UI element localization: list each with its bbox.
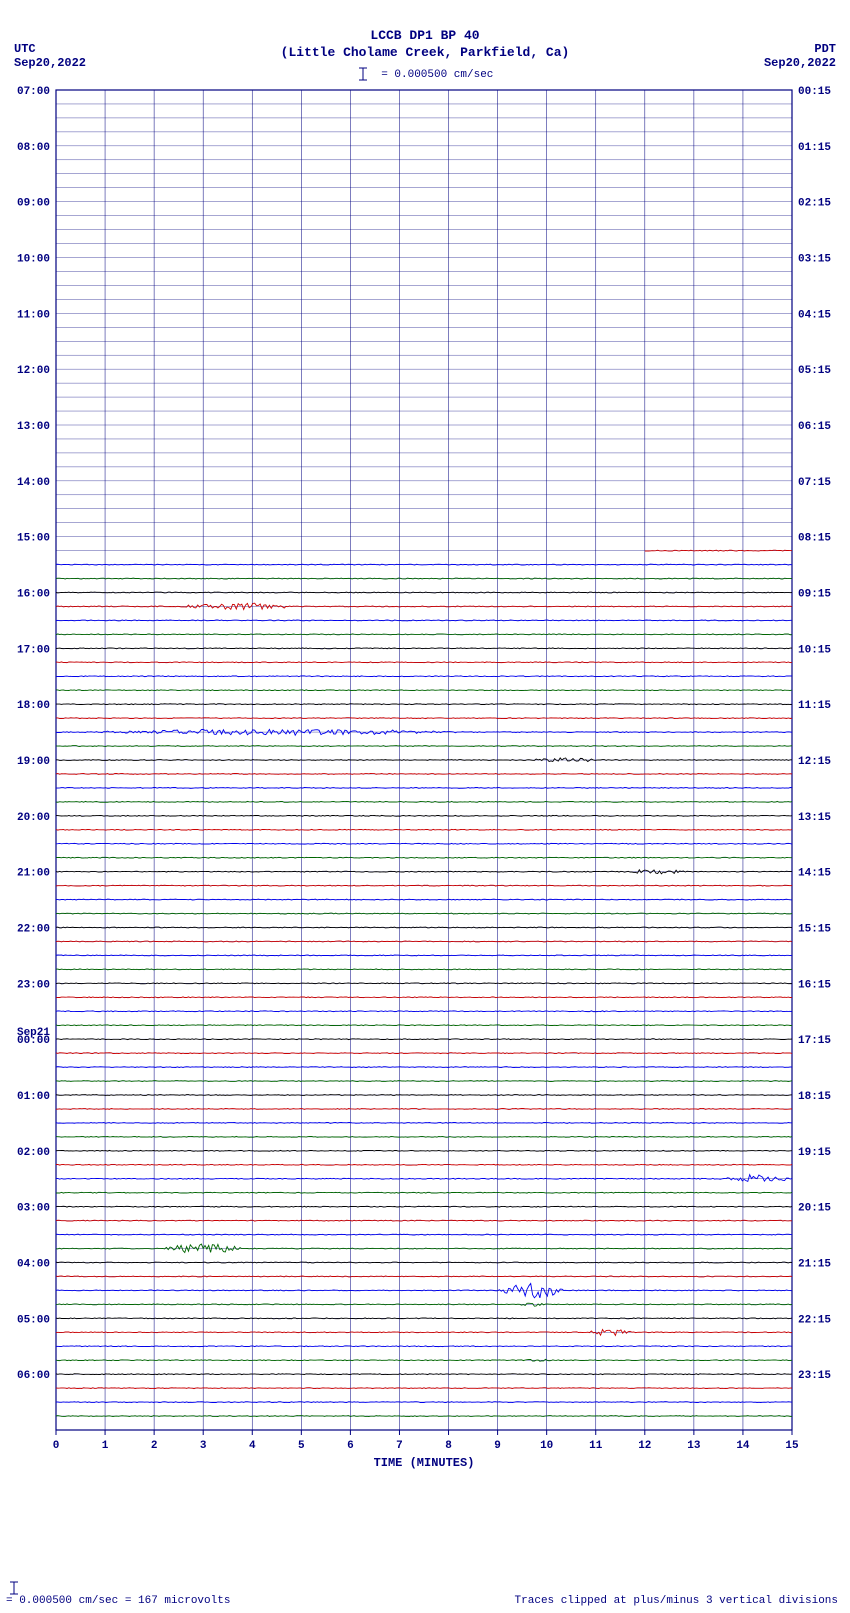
svg-text:05:00: 05:00 — [17, 1314, 50, 1326]
svg-text:22:00: 22:00 — [17, 924, 50, 936]
svg-text:11:00: 11:00 — [17, 309, 50, 321]
svg-text:16:00: 16:00 — [17, 589, 50, 601]
svg-text:18:00: 18:00 — [17, 700, 50, 712]
svg-text:19:15: 19:15 — [798, 1147, 831, 1159]
scale-bar-icon — [357, 66, 369, 82]
svg-text:TIME (MINUTES): TIME (MINUTES) — [374, 1456, 475, 1470]
svg-text:09:15: 09:15 — [798, 589, 831, 601]
svg-text:04:00: 04:00 — [17, 1259, 50, 1271]
chart-header: LCCB DP1 BP 40 (Little Cholame Creek, Pa… — [0, 0, 850, 62]
svg-text:10:00: 10:00 — [17, 254, 50, 266]
seismogram-container: LCCB DP1 BP 40 (Little Cholame Creek, Pa… — [0, 0, 850, 1613]
svg-text:01:15: 01:15 — [798, 142, 831, 154]
svg-text:14: 14 — [736, 1440, 750, 1452]
svg-text:6: 6 — [347, 1440, 354, 1452]
svg-text:10:15: 10:15 — [798, 644, 831, 656]
svg-text:02:00: 02:00 — [17, 1147, 50, 1159]
svg-text:08:00: 08:00 — [17, 142, 50, 154]
svg-text:13:15: 13:15 — [798, 812, 831, 824]
svg-text:14:00: 14:00 — [17, 477, 50, 489]
svg-text:10: 10 — [540, 1440, 553, 1452]
svg-text:07:15: 07:15 — [798, 477, 831, 489]
svg-text:08:15: 08:15 — [798, 533, 831, 545]
svg-text:03:15: 03:15 — [798, 254, 831, 266]
svg-text:8: 8 — [445, 1440, 452, 1452]
svg-text:12:15: 12:15 — [798, 756, 831, 768]
title-line-2: (Little Cholame Creek, Parkfield, Ca) — [0, 45, 850, 62]
svg-text:02:15: 02:15 — [798, 198, 831, 210]
svg-text:04:15: 04:15 — [798, 309, 831, 321]
svg-text:22:15: 22:15 — [798, 1314, 831, 1326]
svg-text:11: 11 — [589, 1440, 603, 1452]
footer-right-text: Traces clipped at plus/minus 3 vertical … — [515, 1595, 838, 1607]
svg-text:13: 13 — [687, 1440, 701, 1452]
svg-text:4: 4 — [249, 1440, 256, 1452]
svg-text:12: 12 — [638, 1440, 651, 1452]
svg-text:09:00: 09:00 — [17, 198, 50, 210]
svg-text:21:00: 21:00 — [17, 868, 50, 880]
scale-bar-label: = 0.000500 cm/sec — [381, 69, 493, 81]
svg-text:06:15: 06:15 — [798, 421, 831, 433]
svg-text:01:00: 01:00 — [17, 1091, 50, 1103]
svg-text:9: 9 — [494, 1440, 501, 1452]
svg-text:21:15: 21:15 — [798, 1259, 831, 1271]
svg-text:11:15: 11:15 — [798, 700, 831, 712]
tz-right-label: PDT — [814, 42, 836, 56]
svg-text:19:00: 19:00 — [17, 756, 50, 768]
footer-left: = 0.000500 cm/sec = 167 microvolts — [6, 1581, 230, 1607]
title-line-1: LCCB DP1 BP 40 — [0, 28, 850, 45]
svg-text:0: 0 — [53, 1440, 60, 1452]
svg-text:7: 7 — [396, 1440, 403, 1452]
svg-text:17:00: 17:00 — [17, 644, 50, 656]
svg-text:20:00: 20:00 — [17, 812, 50, 824]
svg-text:07:00: 07:00 — [17, 86, 50, 98]
seismogram-plot: 0123456789101112131415TIME (MINUTES)07:0… — [56, 90, 792, 1430]
svg-text:00:15: 00:15 — [798, 86, 831, 98]
tz-left-label: UTC — [14, 42, 36, 56]
svg-text:13:00: 13:00 — [17, 421, 50, 433]
svg-text:23:15: 23:15 — [798, 1370, 831, 1382]
svg-text:17:15: 17:15 — [798, 1035, 831, 1047]
svg-text:05:15: 05:15 — [798, 365, 831, 377]
svg-text:03:00: 03:00 — [17, 1203, 50, 1215]
scale-note: = 0.000500 cm/sec — [0, 66, 850, 82]
svg-text:5: 5 — [298, 1440, 305, 1452]
svg-text:16:15: 16:15 — [798, 979, 831, 991]
svg-text:15:15: 15:15 — [798, 924, 831, 936]
svg-text:14:15: 14:15 — [798, 868, 831, 880]
svg-text:23:00: 23:00 — [17, 979, 50, 991]
footer-left-text: = 0.000500 cm/sec = 167 microvolts — [6, 1595, 230, 1607]
svg-text:1: 1 — [102, 1440, 109, 1452]
svg-text:00:00: 00:00 — [17, 1035, 50, 1047]
date-left-label: Sep20,2022 — [14, 56, 86, 70]
svg-text:06:00: 06:00 — [17, 1370, 50, 1382]
svg-text:20:15: 20:15 — [798, 1203, 831, 1215]
svg-text:3: 3 — [200, 1440, 207, 1452]
svg-text:12:00: 12:00 — [17, 365, 50, 377]
date-right-label: Sep20,2022 — [764, 56, 836, 70]
svg-text:2: 2 — [151, 1440, 158, 1452]
svg-text:15:00: 15:00 — [17, 533, 50, 545]
svg-text:15: 15 — [785, 1440, 799, 1452]
svg-text:18:15: 18:15 — [798, 1091, 831, 1103]
